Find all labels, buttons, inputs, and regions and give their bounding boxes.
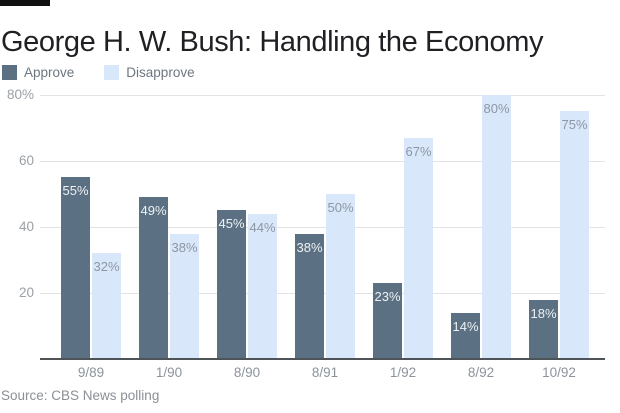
approve-swatch-icon — [2, 65, 17, 80]
y-axis-tick-label: 40 — [18, 219, 34, 234]
y-axis-tick-label: 80% — [6, 87, 34, 102]
approve-value-label: 45% — [218, 216, 245, 231]
approve-value-label: 55% — [62, 183, 89, 198]
brand-bar — [0, 0, 50, 6]
x-axis-tick-label: 9/89 — [77, 365, 105, 380]
y-axis-tick-label: 20 — [18, 285, 34, 300]
gridline-80 — [40, 95, 605, 96]
approve-value-label: 14% — [452, 319, 479, 334]
chart-title: George H. W. Bush: Handling the Economy — [1, 26, 544, 58]
x-axis-line — [40, 358, 605, 360]
disapprove-bar-1/92: 67% — [404, 138, 433, 359]
approve-value-label: 23% — [374, 289, 401, 304]
legend-item-approve: Approve — [2, 65, 74, 80]
approve-bar-8/91: 38% — [295, 234, 324, 359]
x-axis-tick-label: 8/91 — [311, 365, 339, 380]
legend-item-disapprove: Disapprove — [104, 65, 195, 80]
approve-bar-8/92: 14% — [451, 313, 480, 359]
disapprove-bar-10/92: 75% — [560, 111, 589, 359]
approve-bar-8/90: 45% — [217, 210, 246, 359]
disapprove-value-label: 32% — [93, 259, 120, 274]
disapprove-swatch-icon — [104, 65, 120, 80]
gridline-40 — [40, 227, 605, 228]
x-axis-tick-label: 1/92 — [389, 365, 417, 380]
y-axis-tick-label: 60 — [18, 153, 34, 168]
source-note: Source: CBS News polling — [1, 388, 160, 403]
x-axis-tick-label: 10/92 — [542, 365, 576, 380]
disapprove-bar-1/90: 38% — [170, 234, 199, 359]
legend-label-disapprove: Disapprove — [126, 65, 195, 80]
disapprove-bar-8/91: 50% — [326, 194, 355, 359]
disapprove-bar-8/92: 80% — [482, 95, 511, 359]
legend: Approve Disapprove — [2, 65, 195, 80]
x-axis-tick-label: 1/90 — [155, 365, 183, 380]
gridline-60 — [40, 161, 605, 162]
approve-value-label: 38% — [296, 240, 323, 255]
disapprove-value-label: 38% — [171, 240, 198, 255]
disapprove-bar-8/90: 44% — [248, 214, 277, 359]
disapprove-bar-9/89: 32% — [92, 253, 121, 359]
approve-bar-1/90: 49% — [139, 197, 168, 359]
x-axis-tick-label: 8/92 — [467, 365, 495, 380]
approve-bar-9/89: 55% — [61, 177, 90, 359]
legend-label-approve: Approve — [24, 65, 75, 80]
approve-bar-10/92: 18% — [529, 300, 558, 359]
disapprove-value-label: 75% — [561, 117, 588, 132]
disapprove-value-label: 67% — [405, 144, 432, 159]
disapprove-value-label: 44% — [249, 220, 276, 235]
approve-bar-1/92: 23% — [373, 283, 402, 359]
approve-value-label: 18% — [530, 306, 557, 321]
x-axis-tick-label: 8/90 — [233, 365, 261, 380]
disapprove-value-label: 80% — [483, 101, 510, 116]
disapprove-value-label: 50% — [327, 200, 354, 215]
approve-value-label: 49% — [140, 203, 167, 218]
